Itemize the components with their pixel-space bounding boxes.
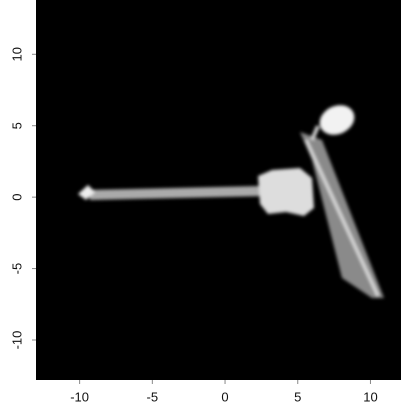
dish-mount [310,125,320,141]
x-tick-label: -10 [70,389,89,404]
x-tick-label: -5 [147,389,159,404]
antenna-dish [319,105,355,135]
y-tick-label: 0 [9,194,24,201]
x-tick-label: 10 [363,389,377,404]
x-tick-label: 0 [221,389,228,404]
body [258,168,314,216]
satellite-image [78,105,384,298]
y-tick-label: -10 [9,331,24,350]
boom-tip [78,185,95,200]
y-tick-label: 5 [9,122,24,129]
y-tick-label: 10 [9,47,24,61]
y-tick-label: -5 [9,263,24,275]
panel-edge [304,139,380,297]
boom [88,186,263,200]
x-tick-label: 5 [294,389,301,404]
